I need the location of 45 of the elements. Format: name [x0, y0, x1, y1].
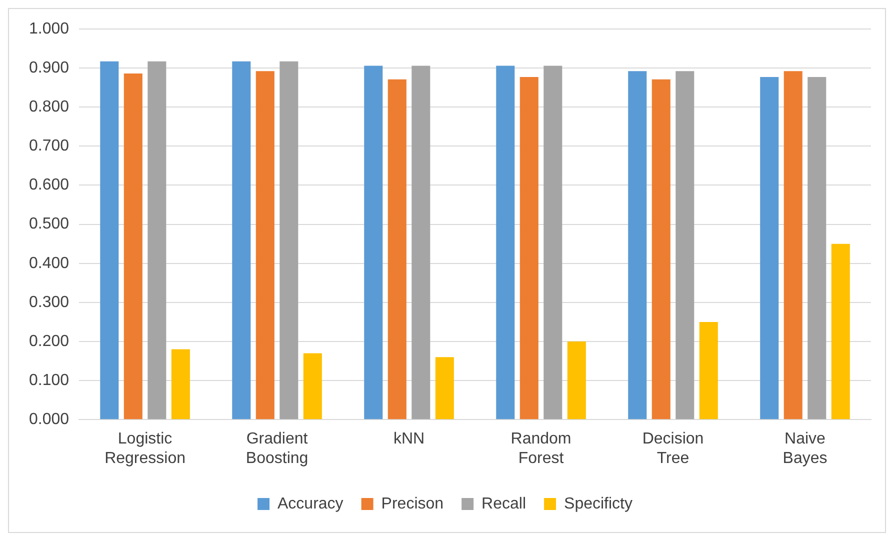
bar [303, 353, 322, 420]
x-tick-label: Decision Tree [642, 430, 704, 467]
bar [232, 61, 251, 420]
bar [435, 357, 454, 420]
legend-label: Recall [482, 495, 526, 512]
bar [171, 349, 190, 420]
bar [699, 322, 718, 420]
bar [148, 61, 166, 420]
y-tick-label: 0.700 [28, 138, 70, 155]
y-tick-label: 0.900 [28, 59, 70, 76]
legend-label: Specificty [564, 495, 632, 512]
bar [567, 341, 586, 420]
legend-label: Accuracy [278, 495, 344, 512]
bar [808, 77, 826, 420]
bar [544, 66, 562, 420]
x-tick-label: kNN [393, 430, 425, 448]
bar [364, 66, 383, 420]
bar [496, 66, 515, 420]
y-tick-label: 0.000 [28, 411, 70, 428]
x-tick-label: Random Forest [510, 430, 572, 467]
x-tick-label: Logistic Regression [104, 430, 186, 467]
legend-label: Precison [381, 495, 444, 512]
y-tick-label: 0.200 [28, 332, 70, 350]
y-tick-label: 0.800 [28, 98, 70, 116]
x-tick-label: Naive Bayes [782, 430, 828, 467]
bar [256, 71, 274, 420]
bar [760, 77, 779, 420]
bar [520, 77, 538, 420]
bar [784, 71, 802, 420]
y-tick-label: 0.400 [28, 254, 70, 272]
bar [412, 66, 430, 420]
bar [100, 61, 119, 420]
y-tick-label: 0.300 [28, 294, 70, 311]
y-tick-label: 0.100 [28, 372, 70, 389]
x-tick-label: Gradient Boosting [246, 430, 308, 467]
bar [124, 74, 142, 420]
bar [628, 71, 647, 420]
bar [676, 71, 694, 420]
bar [652, 79, 670, 420]
y-tick-label: 1.000 [28, 20, 70, 38]
bar [388, 79, 406, 420]
bar [831, 244, 850, 420]
y-tick-label: 0.500 [28, 216, 70, 233]
bar [280, 61, 298, 420]
y-tick-label: 0.600 [28, 176, 70, 194]
